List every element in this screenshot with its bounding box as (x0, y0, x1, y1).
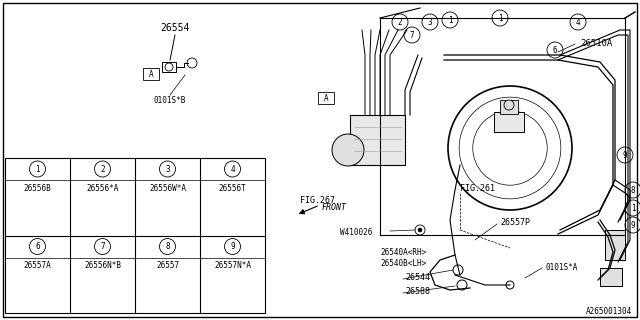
Text: 26557P: 26557P (500, 218, 530, 227)
Text: 1: 1 (498, 13, 502, 22)
Text: 0101S*B: 0101S*B (154, 95, 186, 105)
Text: 26588: 26588 (405, 287, 430, 297)
Text: FIG.267: FIG.267 (300, 196, 335, 204)
Text: 1: 1 (448, 15, 452, 25)
Text: 26540A<RH>: 26540A<RH> (380, 247, 426, 257)
Text: 8: 8 (630, 186, 636, 195)
Text: 26557N*A: 26557N*A (214, 261, 251, 270)
Bar (162, 62, 176, 72)
Bar (600, 268, 622, 286)
Text: A: A (324, 93, 328, 102)
Text: 1: 1 (630, 204, 636, 212)
Bar (350, 115, 405, 165)
Text: 3: 3 (428, 18, 432, 27)
Circle shape (418, 228, 422, 232)
Circle shape (504, 100, 514, 110)
Text: 26510A: 26510A (580, 38, 612, 47)
Text: 2: 2 (100, 164, 105, 173)
Text: 8: 8 (165, 242, 170, 251)
Text: 4: 4 (576, 18, 580, 27)
Text: 2: 2 (397, 18, 403, 27)
Bar (318, 92, 334, 104)
Text: 26556N*B: 26556N*B (84, 261, 121, 270)
Text: 26557A: 26557A (24, 261, 51, 270)
Text: 26540B<LH>: 26540B<LH> (380, 259, 426, 268)
Text: FRONT: FRONT (322, 203, 347, 212)
Text: 26556*A: 26556*A (86, 183, 118, 193)
Text: 26554: 26554 (160, 23, 189, 33)
Text: 9: 9 (623, 150, 627, 159)
Text: 6: 6 (35, 242, 40, 251)
Text: 6: 6 (553, 45, 557, 54)
Text: W410026: W410026 (340, 228, 372, 236)
Bar (5, 158, 265, 313)
Bar (500, 100, 518, 114)
Text: 9: 9 (630, 220, 636, 229)
Text: 26557: 26557 (156, 261, 179, 270)
Text: 26544: 26544 (405, 274, 430, 283)
Text: 3: 3 (165, 164, 170, 173)
Text: 4: 4 (230, 164, 235, 173)
Text: FIG.261: FIG.261 (460, 183, 495, 193)
Text: 26556B: 26556B (24, 183, 51, 193)
Text: 26556W*A: 26556W*A (149, 183, 186, 193)
Text: 7: 7 (100, 242, 105, 251)
Text: A: A (148, 69, 154, 78)
Bar (143, 68, 159, 80)
Text: 1: 1 (35, 164, 40, 173)
Text: 9: 9 (230, 242, 235, 251)
Text: 26556T: 26556T (219, 183, 246, 193)
Circle shape (332, 134, 364, 166)
Text: A265001304: A265001304 (586, 308, 632, 316)
Bar (494, 112, 524, 132)
Bar (605, 230, 625, 260)
Text: 0101S*A: 0101S*A (545, 263, 577, 273)
Text: 7: 7 (410, 30, 414, 39)
